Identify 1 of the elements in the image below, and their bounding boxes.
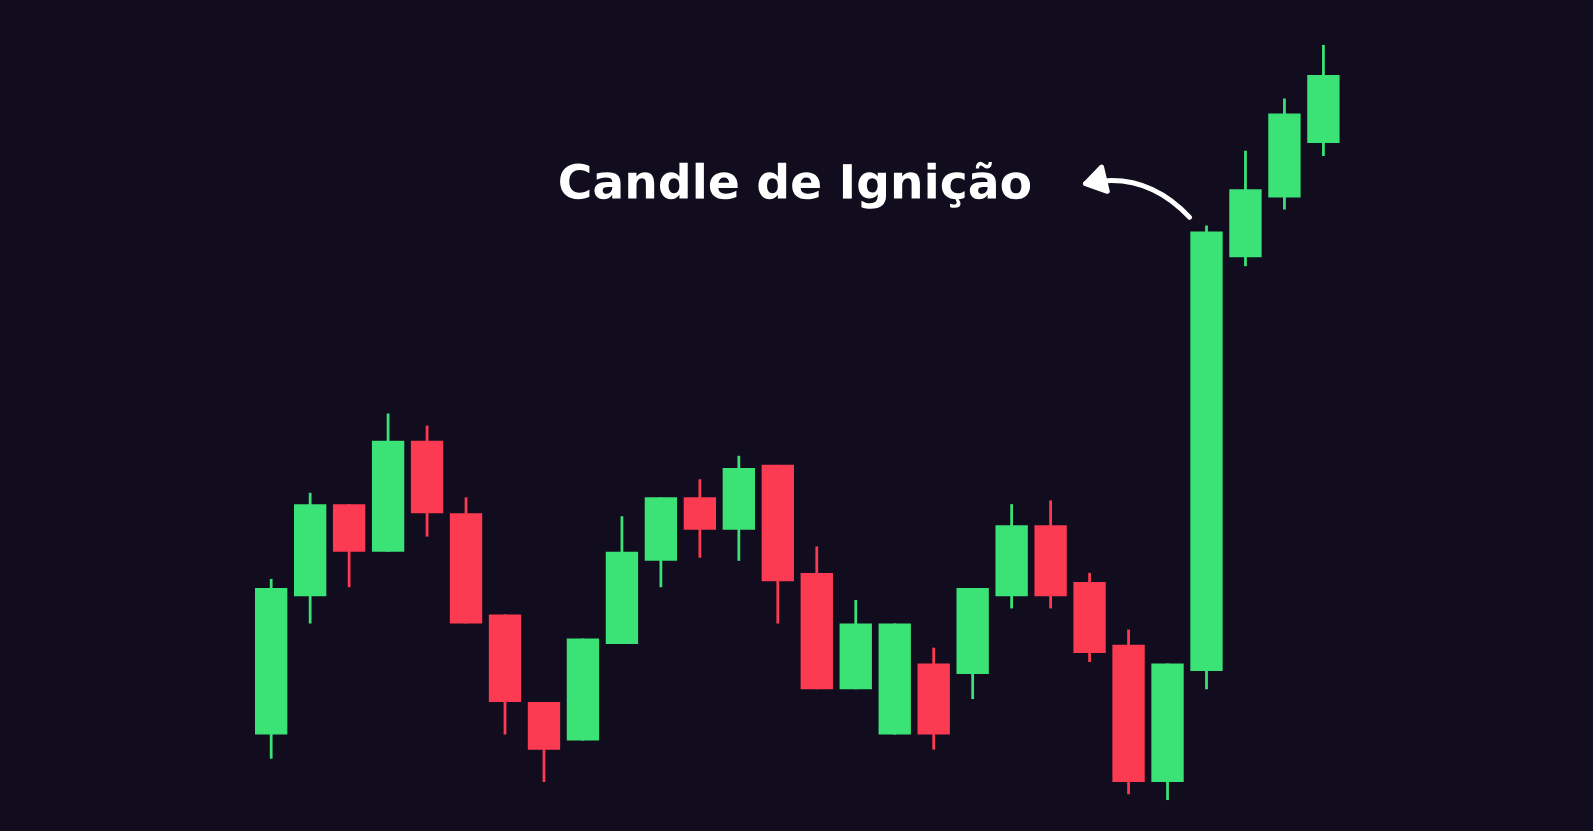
annotation: Candle de Ignição [560,161,1031,209]
